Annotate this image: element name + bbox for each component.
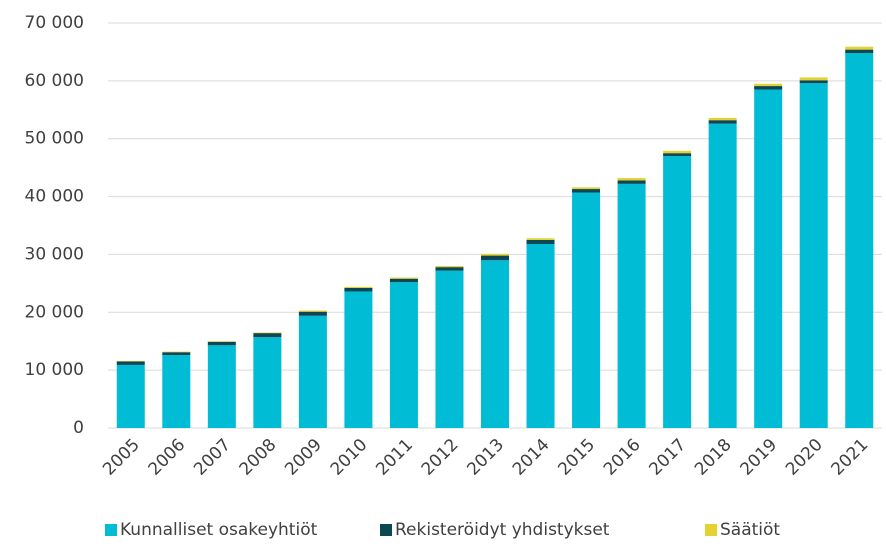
bar-segment (572, 187, 601, 190)
bar-segment (298, 311, 327, 316)
bar-segment (708, 120, 737, 124)
bar-segment (207, 345, 236, 428)
x-tick-label: 2006 (145, 435, 190, 480)
x-tick-label: 2014 (509, 435, 554, 480)
y-tick-label: 0 (73, 418, 84, 438)
bar-segment (572, 189, 601, 193)
bar-segment (526, 244, 555, 428)
bar-segment (481, 253, 509, 256)
legend-label: Kunnalliset osakeyhtiöt (120, 520, 318, 540)
bar-segment (116, 361, 145, 365)
bar-segment (754, 86, 783, 90)
legend-swatch (380, 524, 392, 536)
x-tick-label: 2013 (463, 435, 508, 480)
legend-swatch (705, 524, 717, 536)
x-tick-label: 2015 (554, 435, 599, 480)
bar-segment (754, 83, 783, 87)
bar-segment (845, 46, 874, 50)
x-tick-label: 2011 (372, 435, 417, 480)
bar-segment (253, 337, 282, 428)
bar-segment (298, 315, 327, 428)
x-tick-label: 2012 (418, 435, 463, 480)
bar-segment (435, 270, 464, 428)
bar-segment (617, 183, 646, 428)
x-tick-label: 2010 (327, 435, 372, 480)
bar-segment (162, 351, 191, 353)
legend-label: Rekisteröidyt yhdistykset (395, 520, 610, 540)
x-tick-label: 2018 (691, 435, 736, 480)
bar-segment (389, 278, 418, 283)
bar-segment (663, 156, 692, 429)
bar-segment (799, 83, 828, 429)
y-tick-label: 30 000 (25, 244, 84, 264)
y-tick-label: 60 000 (25, 71, 84, 91)
bar-segment (481, 255, 509, 261)
x-tick-label: 2016 (600, 435, 645, 480)
bar-segment (207, 341, 236, 346)
bar-segment (617, 178, 646, 181)
bar-segment (526, 239, 555, 245)
bar-segment (663, 150, 692, 154)
bar-segment (253, 332, 282, 334)
bar-segment (207, 341, 236, 342)
bar-segment (162, 355, 191, 428)
x-tick-label: 2009 (281, 435, 326, 480)
legend-label: Säätiöt (720, 520, 780, 540)
x-tick-label: 2008 (236, 435, 281, 480)
bar-segment (526, 238, 555, 240)
x-tick-label: 2005 (99, 435, 144, 480)
x-tick-label: 2021 (828, 435, 873, 480)
y-tick-label: 50 000 (25, 129, 84, 149)
bar-segment (845, 53, 874, 428)
bar-segment (708, 123, 737, 429)
bar-segment (344, 291, 373, 428)
bar-segment (435, 266, 464, 268)
bar-segment (435, 267, 464, 271)
bar-segment (162, 352, 191, 356)
x-tick-label: 2007 (190, 435, 235, 480)
x-tick-label: 2019 (737, 435, 782, 480)
bar-segment (116, 360, 145, 362)
y-tick-label: 20 000 (25, 302, 84, 322)
y-tick-label: 40 000 (25, 187, 84, 207)
bar-segment (116, 364, 145, 428)
bar-segment (481, 260, 509, 428)
bar-segment (799, 77, 828, 81)
bar-segment (708, 117, 737, 121)
bar-segment (298, 310, 327, 312)
bar-segment (617, 180, 646, 184)
bar-segment (389, 282, 418, 428)
y-tick-label: 10 000 (25, 360, 84, 380)
bar-segment (344, 286, 373, 288)
bar-segment (253, 333, 282, 338)
bar-segment (389, 277, 418, 279)
bar-segment (845, 49, 874, 54)
bar-segment (572, 192, 601, 428)
bar-segment (799, 80, 828, 84)
bar-segment (663, 153, 692, 157)
y-tick-label: 70 000 (25, 13, 84, 33)
bar-segment (344, 287, 373, 292)
legend-swatch (105, 524, 117, 536)
x-tick-label: 2020 (782, 435, 827, 480)
x-tick-label: 2017 (645, 435, 690, 480)
bar-segment (754, 89, 783, 429)
